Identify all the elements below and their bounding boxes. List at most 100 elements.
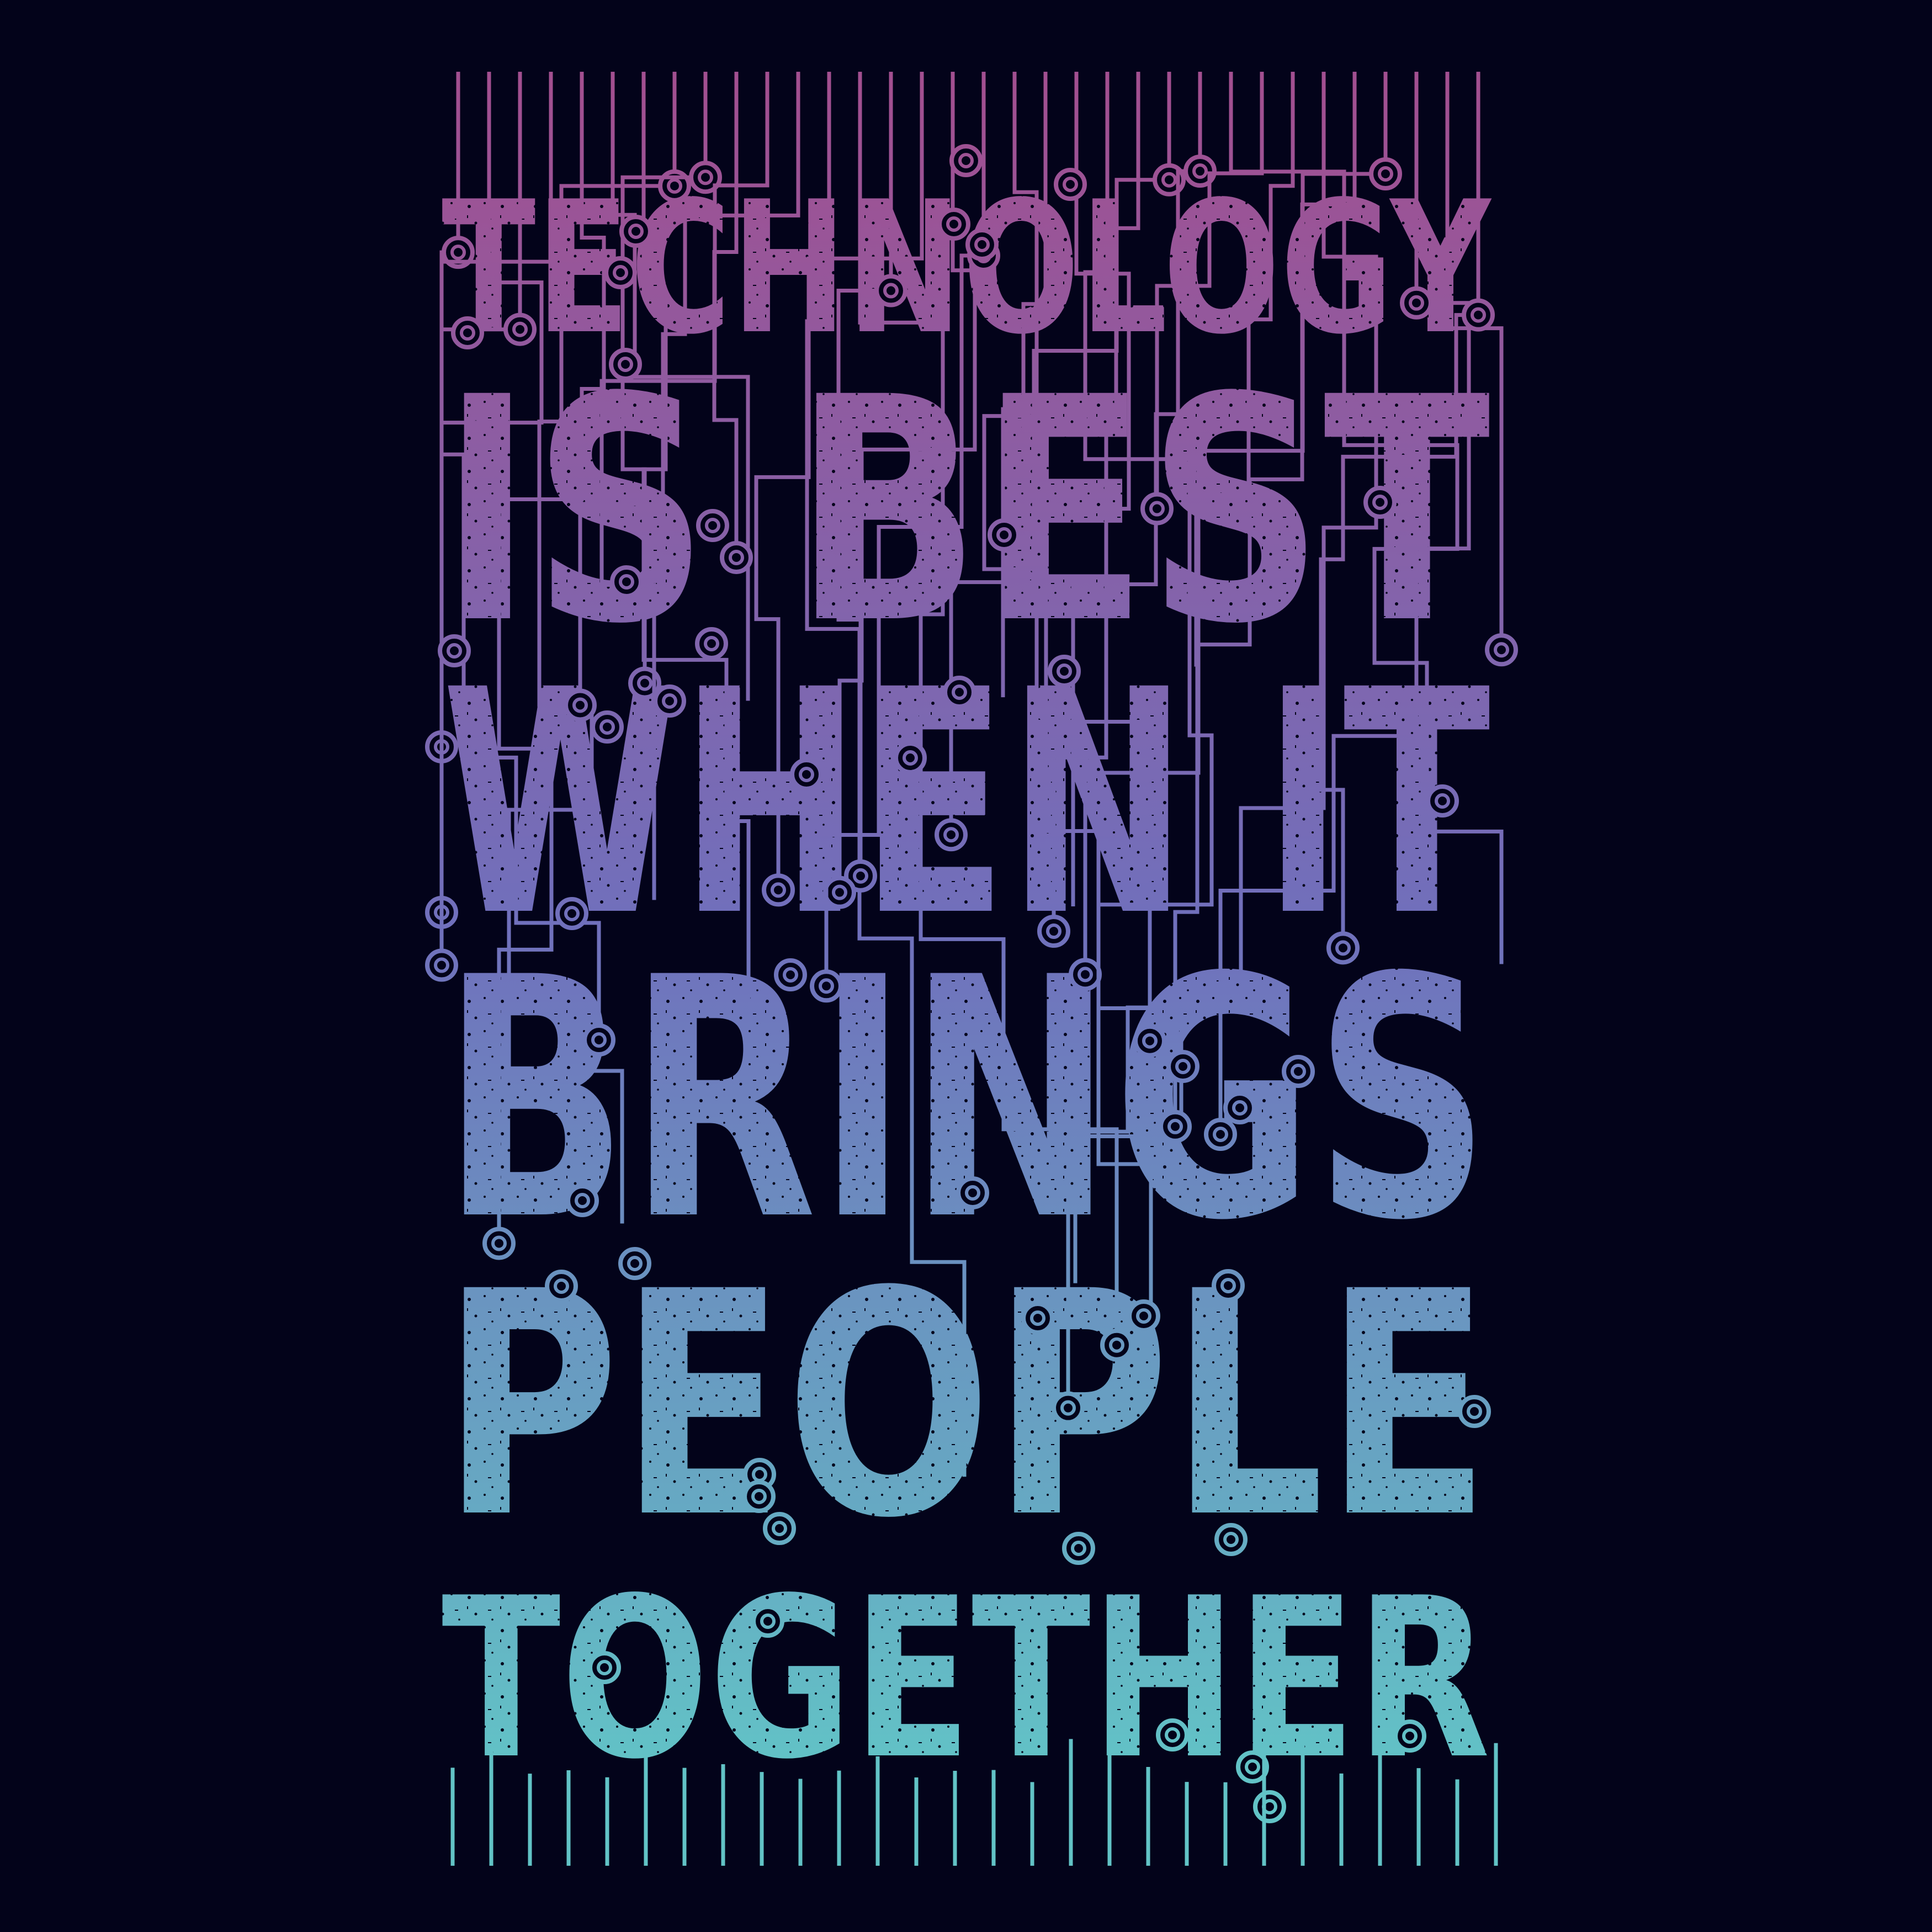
- circuit-node: [564, 688, 597, 722]
- circuit-node: [1426, 784, 1459, 818]
- circuit-node-core: [853, 868, 868, 884]
- circuit-node: [1458, 1395, 1491, 1428]
- circuit-node: [937, 208, 970, 241]
- circuit-node: [1462, 298, 1495, 332]
- circuit-node: [609, 348, 642, 381]
- circuit-node: [956, 1176, 989, 1209]
- circuit-node: [588, 1651, 621, 1684]
- circuit-node-core: [799, 767, 814, 782]
- circuit-node: [949, 144, 983, 177]
- circuit-node: [1140, 492, 1174, 526]
- circuit-node-core: [1071, 1541, 1086, 1556]
- circuit-node-core: [1467, 1404, 1482, 1419]
- circuit-node-core: [1372, 495, 1388, 510]
- circuit-node-core: [627, 1256, 643, 1271]
- circuit-node-core: [613, 265, 628, 280]
- circuit-node: [774, 958, 807, 991]
- circuit-node-core: [1223, 1532, 1239, 1547]
- circuit-node-core: [1220, 1278, 1236, 1293]
- circuit-node-core: [512, 321, 528, 337]
- circuit-node: [1363, 486, 1397, 519]
- circuit-trace: [599, 72, 769, 900]
- circuit-node-core: [965, 1185, 980, 1201]
- circuit-trace: [1073, 72, 1378, 1283]
- circuit-node-core: [1078, 967, 1093, 983]
- circuit-node: [1223, 1091, 1256, 1124]
- circuit-node-core: [760, 1613, 776, 1629]
- circuit-node: [503, 312, 537, 346]
- headline-line-brings: BRINGS: [442, 907, 1490, 1293]
- circuit-node-core: [751, 1489, 767, 1504]
- circuit-node: [763, 1512, 796, 1545]
- circuit-node-core: [783, 967, 798, 983]
- circuit-node-core: [1471, 307, 1486, 323]
- circuit-node: [545, 1270, 578, 1303]
- circuit-node-core: [1057, 664, 1072, 679]
- circuit-node: [1156, 1718, 1189, 1751]
- circuit-node-core: [1161, 172, 1177, 188]
- circuit-node: [1485, 633, 1518, 667]
- circuit-node: [1100, 1328, 1133, 1362]
- circuit-node-core: [619, 574, 634, 590]
- circuit-node-core: [591, 1032, 607, 1048]
- circuit-node: [689, 161, 722, 194]
- circuit-node: [591, 710, 624, 744]
- headline-line-is-best: IS BEST: [442, 332, 1492, 692]
- circuit-node: [1369, 157, 1402, 191]
- circuit-node: [1282, 1055, 1315, 1088]
- circuit-node: [844, 859, 877, 893]
- circuit-node: [555, 897, 588, 930]
- circuit-node: [604, 256, 637, 289]
- circuit-node-core: [698, 169, 713, 185]
- circuit-node-core: [952, 684, 967, 700]
- circuit-node: [988, 518, 1021, 551]
- circuit-node: [1236, 1750, 1269, 1784]
- circuit-node-core: [958, 153, 974, 168]
- circuit-node: [482, 1227, 516, 1260]
- circuit-node-core: [772, 1521, 787, 1536]
- circuit-node-core: [572, 697, 588, 713]
- circuit-node-core: [996, 527, 1012, 543]
- circuit-node: [1133, 1024, 1166, 1058]
- circuit-node-core: [1060, 1400, 1076, 1416]
- circuit-node-core: [1402, 1728, 1418, 1744]
- circuit-trace: [1083, 72, 1201, 975]
- circuit-traces: [425, 72, 1518, 1866]
- circuit-node: [1212, 1269, 1245, 1302]
- circuit-trace: [1194, 72, 1295, 667]
- circuit-node: [618, 1247, 651, 1280]
- circuit-node: [1326, 931, 1360, 965]
- circuit-node-core: [491, 1235, 507, 1251]
- circuit-node-core: [450, 245, 466, 261]
- circuit-trace: [982, 72, 1152, 1041]
- circuit-node: [943, 676, 976, 709]
- circuit-node-core: [1063, 177, 1078, 192]
- circuit-node: [653, 684, 686, 718]
- circuit-node: [1069, 958, 1102, 991]
- circuit-node-core: [1175, 1059, 1191, 1074]
- circuit-node: [695, 627, 728, 660]
- circuit-trace: [611, 72, 750, 701]
- circuit-node-core: [575, 1193, 590, 1208]
- circuit-node-core: [637, 675, 652, 691]
- circuit-trace: [1021, 72, 1108, 932]
- circuit-node: [762, 873, 795, 907]
- circuit-node: [823, 875, 856, 909]
- circuit-node-core: [1167, 1118, 1183, 1134]
- circuit-trace: [1445, 72, 1504, 650]
- circuit-node-core: [1136, 1308, 1151, 1324]
- circuit-node-core: [1109, 1337, 1124, 1353]
- circuit-trace: [837, 72, 977, 893]
- circuit-node-core: [599, 719, 615, 735]
- circuit-trace: [754, 72, 924, 890]
- circuit-node: [720, 540, 753, 574]
- circuit-trace: [1218, 72, 1471, 1134]
- circuit-node-core: [618, 357, 633, 372]
- circuit-node-core: [1149, 501, 1165, 517]
- circuit-node: [965, 228, 999, 261]
- circuit-node-core: [597, 1660, 612, 1675]
- circuit-node: [874, 274, 907, 307]
- circuit-node-core: [667, 178, 682, 194]
